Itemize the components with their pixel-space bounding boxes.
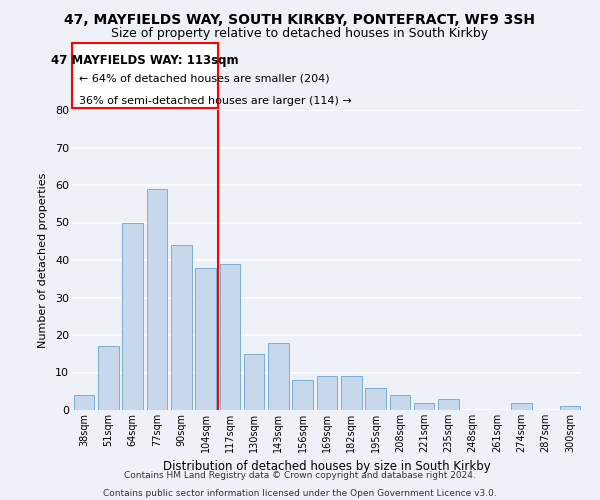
Text: 36% of semi-detached houses are larger (114) →: 36% of semi-detached houses are larger (…	[79, 96, 352, 106]
Bar	[244, 354, 265, 410]
Text: 47, MAYFIELDS WAY, SOUTH KIRKBY, PONTEFRACT, WF9 3SH: 47, MAYFIELDS WAY, SOUTH KIRKBY, PONTEFR…	[65, 12, 536, 26]
Bar	[341, 376, 362, 410]
Bar	[365, 388, 386, 410]
Bar	[511, 402, 532, 410]
Bar	[98, 346, 119, 410]
Bar	[317, 376, 337, 410]
X-axis label: Distribution of detached houses by size in South Kirkby: Distribution of detached houses by size …	[163, 460, 491, 473]
Bar	[560, 406, 580, 410]
Bar	[292, 380, 313, 410]
Bar	[414, 402, 434, 410]
Bar	[220, 264, 240, 410]
Bar	[389, 395, 410, 410]
Bar	[171, 245, 191, 410]
Bar	[122, 222, 143, 410]
Text: Contains HM Land Registry data © Crown copyright and database right 2024.: Contains HM Land Registry data © Crown c…	[124, 471, 476, 480]
Y-axis label: Number of detached properties: Number of detached properties	[38, 172, 48, 348]
Text: Contains public sector information licensed under the Open Government Licence v3: Contains public sector information licen…	[103, 488, 497, 498]
Text: Size of property relative to detached houses in South Kirkby: Size of property relative to detached ho…	[112, 28, 488, 40]
Text: 47 MAYFIELDS WAY: 113sqm: 47 MAYFIELDS WAY: 113sqm	[51, 54, 239, 67]
Bar	[438, 399, 459, 410]
Bar	[146, 188, 167, 410]
Bar	[268, 342, 289, 410]
Bar	[195, 268, 216, 410]
Text: ← 64% of detached houses are smaller (204): ← 64% of detached houses are smaller (20…	[79, 74, 330, 84]
Bar	[74, 395, 94, 410]
